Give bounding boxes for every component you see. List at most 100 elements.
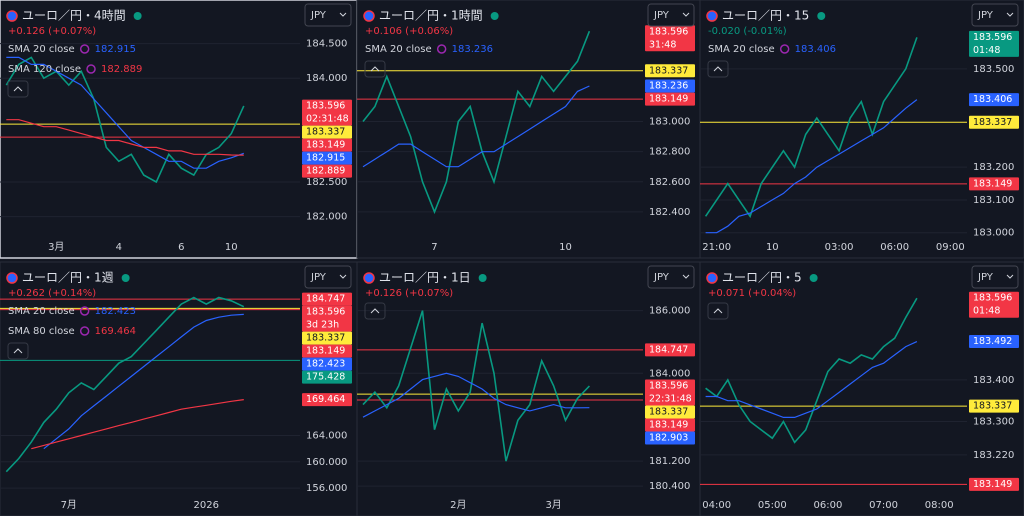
currency-select[interactable] (304, 3, 352, 27)
sma-line (705, 99, 918, 234)
x-tick-label: 10 (766, 242, 779, 253)
x-tick-label: 06:00 (880, 242, 909, 253)
legend-name: SMA 120 close (8, 64, 81, 75)
price-badge (645, 79, 695, 93)
price-badge-note: 02:31:48 (306, 114, 349, 125)
price-line (362, 30, 591, 215)
legend-value: 182.423 (95, 306, 136, 317)
x-tick-label: 21:00 (702, 242, 731, 253)
x-tick-label: 2月 (450, 499, 466, 511)
currency-select[interactable] (304, 265, 352, 289)
price-badge-label: 183.149 (649, 94, 688, 105)
price-badge-label: 183.596 (973, 293, 1012, 304)
y-tick-label: 182.600 (649, 177, 690, 188)
currency-select[interactable] (971, 265, 1019, 289)
currency-label: JPY (653, 10, 670, 21)
collapse-button[interactable] (707, 60, 729, 78)
x-tick-label: 3月 (545, 499, 561, 511)
price-badge-label: 183.337 (306, 127, 345, 138)
collapse-button[interactable] (364, 60, 386, 78)
x-tick-label: 3月 (48, 241, 64, 253)
price-badge (645, 431, 695, 445)
change-label: -0.020 (-0.01%) (708, 26, 787, 37)
x-tick-label: 04:00 (702, 500, 731, 511)
sma-line (6, 56, 245, 169)
collapse-chevron (370, 308, 380, 314)
collapse-chevron (713, 66, 723, 72)
price-badge (969, 115, 1019, 129)
symbol-icon (706, 10, 718, 22)
chart-title: ユーロ／円・1時間 (379, 9, 483, 23)
collapse-button[interactable] (707, 302, 729, 320)
collapse-chevron (13, 86, 23, 92)
panel-bg[interactable] (0, 261, 358, 516)
price-badge-label: 182.903 (649, 432, 688, 443)
x-tick-label: 05:00 (758, 500, 787, 511)
price-badge-label: 183.149 (973, 479, 1012, 490)
y-tick-label: 183.000 (649, 117, 690, 128)
price-badge-label: 183.149 (306, 140, 345, 151)
plot: 164.000 160.000 156.000 7月 2026 184.747 183.59… (0, 292, 352, 511)
y-tick-label: 183.400 (973, 375, 1014, 386)
sma-line (31, 399, 244, 450)
price-badge (645, 64, 695, 78)
collapse-button[interactable] (7, 80, 29, 98)
panel-bg[interactable] (356, 261, 701, 516)
currency-arrow (339, 274, 347, 279)
collapse-button[interactable] (7, 342, 29, 360)
y-tick-label: 182.500 (306, 177, 347, 188)
symbol-icon (706, 272, 718, 284)
y-tick-label: 182.400 (649, 207, 690, 218)
price-badge (302, 357, 352, 371)
legend-name: SMA 80 close (8, 326, 75, 337)
sma-line (6, 119, 244, 156)
currency-select[interactable] (647, 265, 695, 289)
change-label: +0.126 (+0.07%) (8, 26, 96, 37)
y-tick-label: 182.800 (649, 147, 690, 158)
x-tick-label: 7月 (61, 499, 77, 511)
chart-panel: 186.000 184.000 181.200 180.400 2月 3月 184.747 1… (356, 261, 701, 516)
currency-arrow (1006, 12, 1014, 17)
price-badge-label: 182.423 (306, 359, 345, 370)
price-badge (302, 125, 352, 139)
sma-line (705, 341, 918, 418)
price-line (5, 56, 245, 184)
price-badge-label: 183.149 (306, 346, 345, 357)
y-tick-label: 186.000 (649, 306, 690, 317)
collapse-button[interactable] (364, 302, 386, 320)
legend-icon (436, 44, 447, 54)
y-tick-label: 184.000 (306, 73, 347, 84)
price-badge (302, 331, 352, 345)
price-badge (302, 99, 352, 126)
panel-bg[interactable] (356, 0, 701, 259)
legend-icon (86, 64, 96, 74)
currency-select[interactable] (647, 3, 695, 27)
chart-title: ユーロ／円・5 (722, 271, 802, 285)
sma-line (362, 85, 590, 168)
legend-name: SMA 20 close (8, 306, 75, 317)
price-badge (969, 335, 1019, 349)
price-line (362, 310, 590, 462)
price-badge (302, 305, 352, 332)
plot: 183.400 183.300 183.220 04:00 05:00 06:00 07:0… (700, 291, 1019, 511)
currency-select[interactable] (971, 3, 1019, 27)
y-tick-label: 184.000 (649, 368, 690, 379)
price-badge-label: 183.596 (649, 380, 688, 391)
sma-line (43, 313, 244, 450)
currency-label: JPY (653, 272, 670, 283)
legend-value: 183.236 (452, 44, 493, 55)
price-badge (969, 291, 1019, 318)
price-badge-label: 183.149 (649, 419, 688, 430)
panel-bg[interactable] (0, 0, 358, 259)
price-badge-label: 183.149 (973, 178, 1012, 189)
y-tick-label: 181.200 (649, 456, 690, 467)
currency-label: JPY (310, 272, 327, 283)
plot: 183.000 182.800 182.600 182.400 7 10 183.596 31… (357, 25, 695, 253)
price-badge-label: 183.337 (973, 117, 1012, 128)
price-badge-label: 183.337 (973, 401, 1012, 412)
legend-value: 182.889 (101, 64, 142, 75)
y-tick-label: 184.500 (306, 39, 347, 50)
price-badge (969, 399, 1019, 413)
y-tick-label: 164.000 (306, 431, 347, 442)
